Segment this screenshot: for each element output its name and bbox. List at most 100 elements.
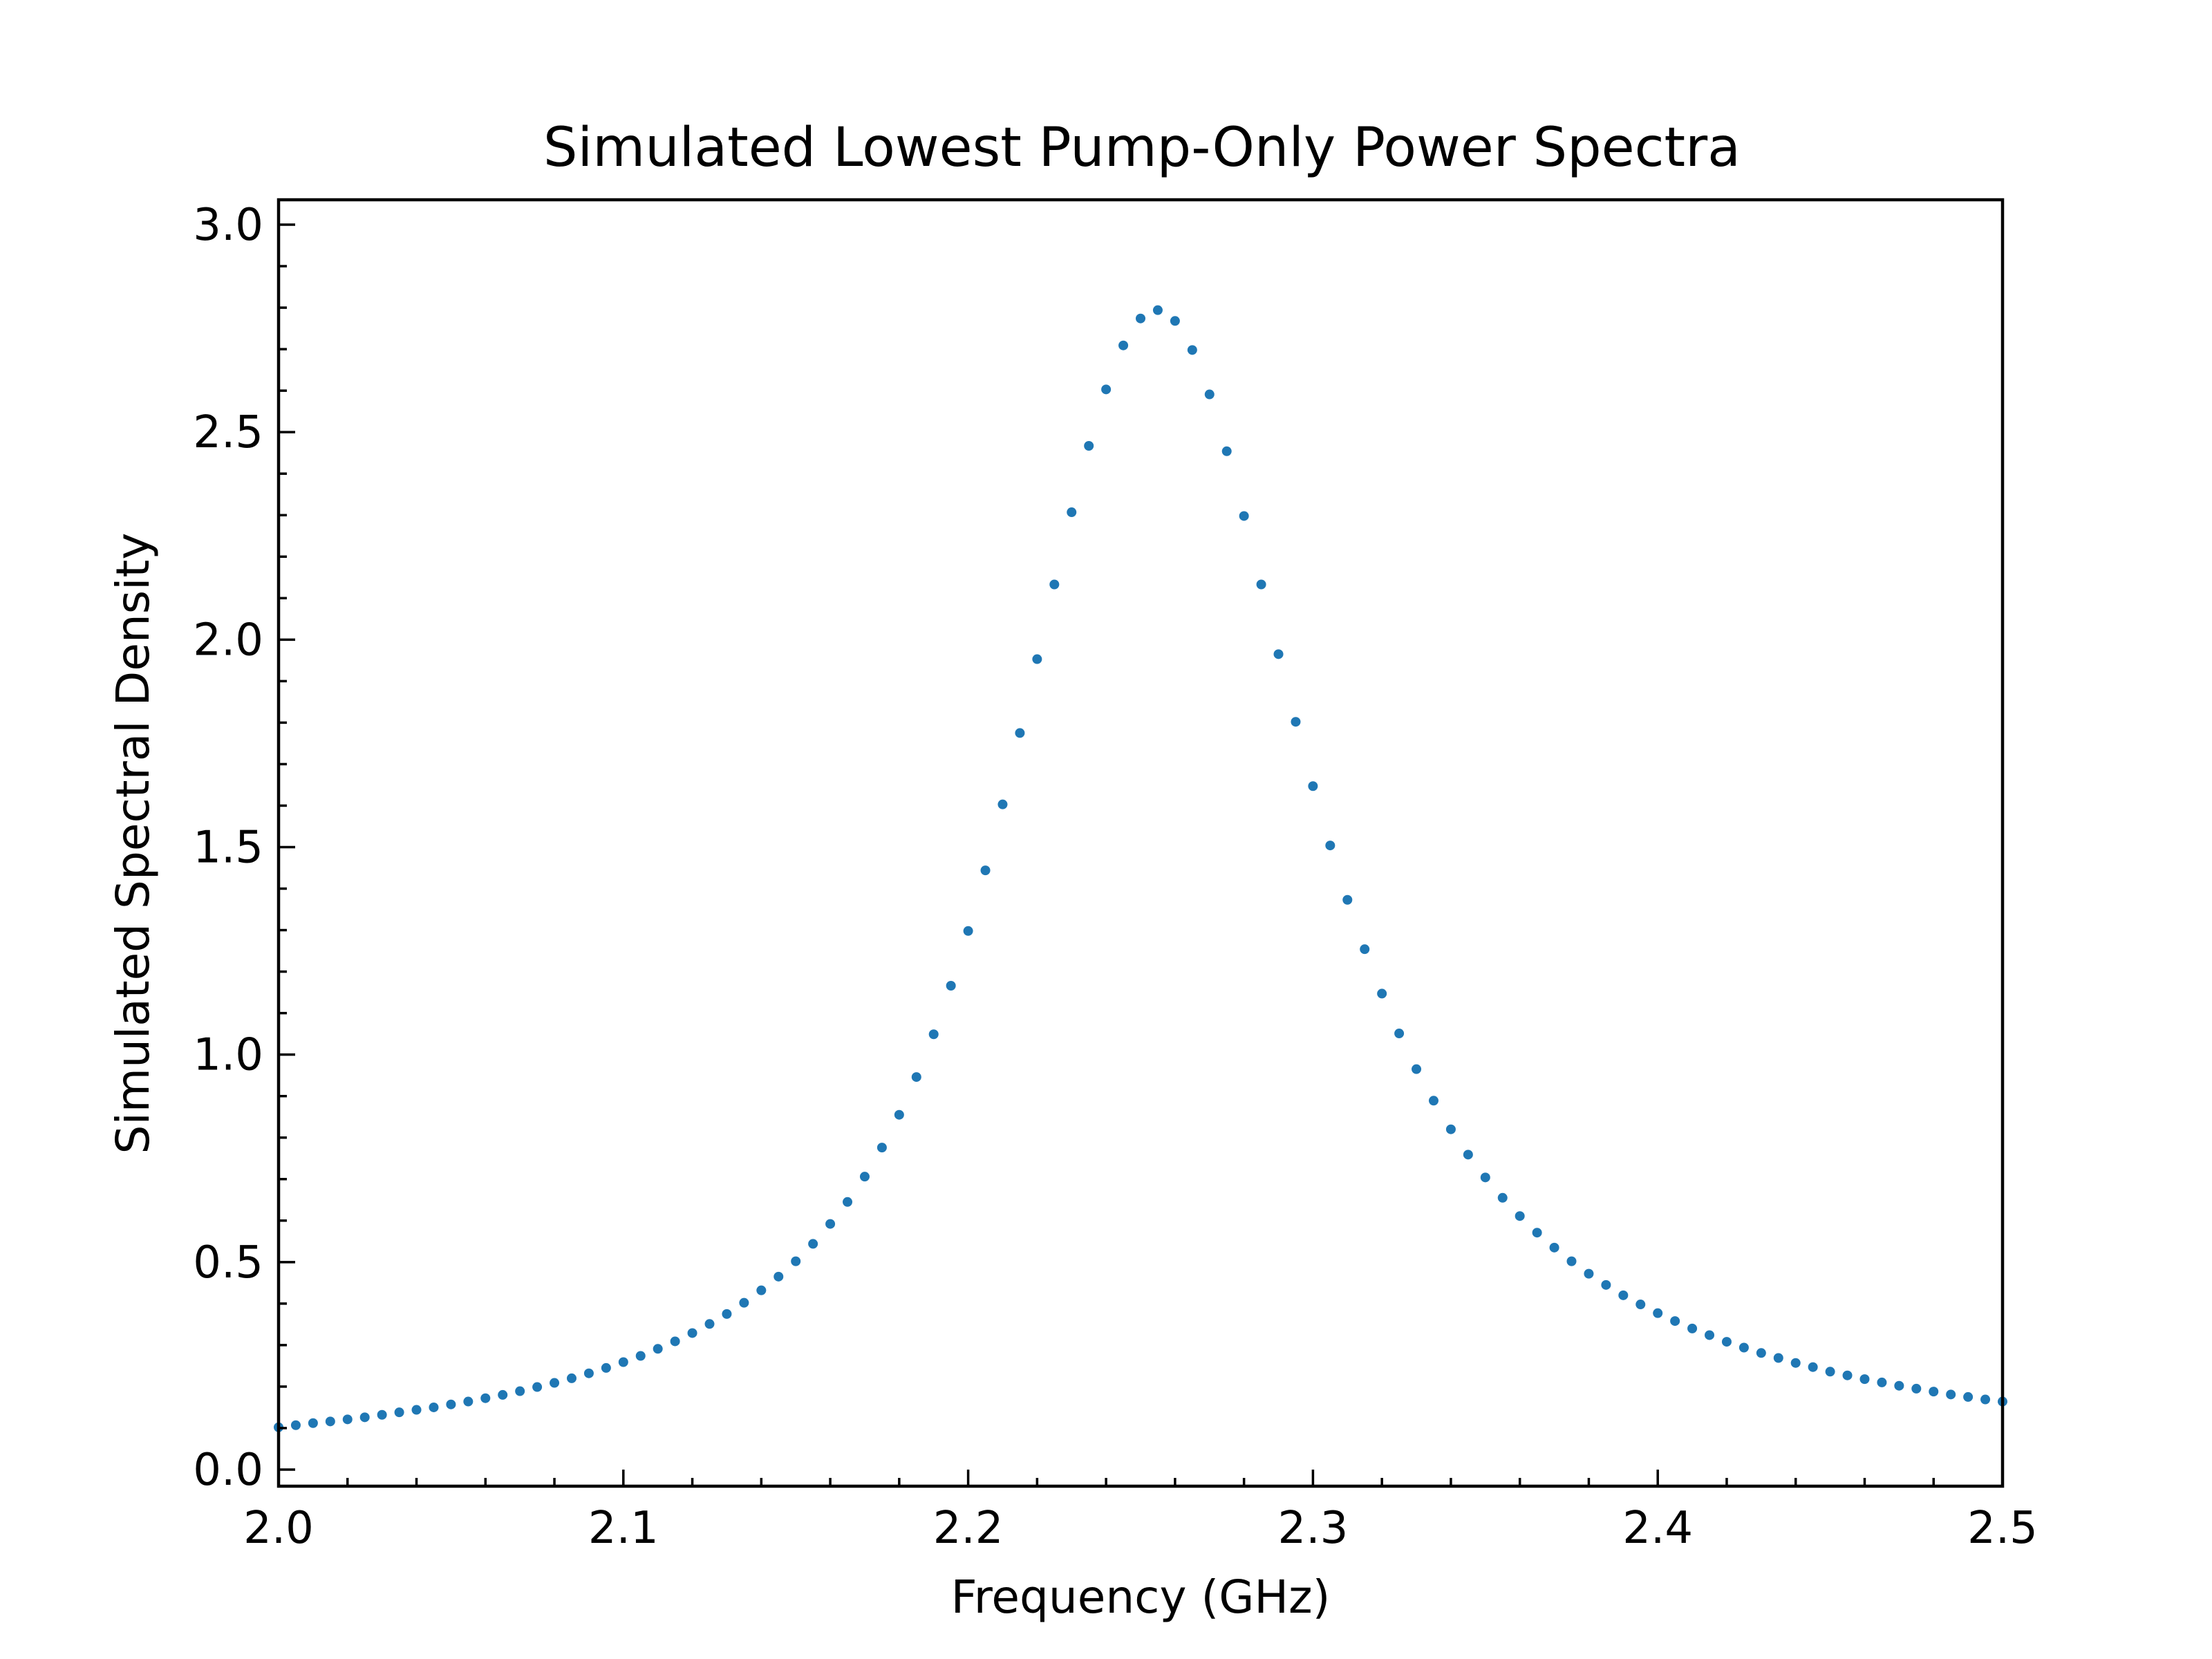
data-point	[946, 981, 956, 991]
data-point	[1773, 1353, 1783, 1363]
data-point	[1032, 654, 1042, 664]
data-point	[411, 1405, 422, 1415]
y-tick-label: 1.0	[193, 1030, 263, 1081]
data-point	[1532, 1228, 1542, 1238]
data-point	[1601, 1280, 1611, 1290]
data-point	[463, 1396, 474, 1407]
data-point	[843, 1197, 853, 1207]
data-point	[1653, 1308, 1663, 1318]
data-point	[1308, 781, 1318, 791]
data-point	[1170, 316, 1180, 326]
data-point	[1118, 340, 1129, 350]
data-point	[601, 1362, 611, 1373]
data-point	[532, 1382, 543, 1392]
data-point	[1394, 1029, 1405, 1039]
data-point	[1428, 1096, 1438, 1106]
data-point	[928, 1029, 939, 1040]
data-point	[1015, 728, 1025, 738]
data-point	[704, 1319, 715, 1329]
data-point	[515, 1386, 525, 1396]
x-tick-label: 2.0	[243, 1503, 314, 1554]
data-point	[480, 1393, 491, 1403]
data-point	[911, 1072, 921, 1082]
data-points	[274, 305, 2007, 1432]
data-point	[1721, 1337, 1732, 1347]
x-tick-label: 2.1	[588, 1503, 659, 1554]
y-axis-label: Simulated Spectral Density	[106, 533, 160, 1154]
data-point	[808, 1239, 818, 1249]
data-point	[1291, 717, 1301, 727]
data-point	[1980, 1394, 1991, 1405]
data-point	[1584, 1268, 1594, 1279]
data-point	[774, 1271, 784, 1282]
data-point	[1325, 841, 1335, 851]
data-point	[756, 1285, 767, 1295]
data-point	[739, 1297, 749, 1308]
data-point	[1618, 1290, 1629, 1300]
data-point	[1515, 1211, 1525, 1221]
x-tick-label: 2.3	[1278, 1503, 1349, 1554]
data-point	[1877, 1377, 1887, 1387]
data-point	[394, 1407, 404, 1418]
data-point	[1859, 1374, 1870, 1385]
data-point	[687, 1328, 697, 1338]
y-tick-label: 2.5	[193, 407, 263, 458]
y-tick-label: 0.0	[193, 1445, 263, 1496]
data-point	[877, 1143, 887, 1153]
data-point	[1705, 1330, 1715, 1340]
y-tick-label: 3.0	[193, 200, 263, 251]
data-point	[1825, 1367, 1835, 1377]
data-point	[618, 1357, 628, 1367]
data-point	[670, 1336, 680, 1347]
data-point	[1842, 1370, 1853, 1380]
data-point	[722, 1309, 732, 1319]
data-point	[1445, 1124, 1456, 1134]
data-point	[1463, 1150, 1473, 1160]
x-tick-label: 2.4	[1622, 1503, 1693, 1554]
data-point	[980, 865, 991, 876]
data-point	[1084, 440, 1094, 451]
data-point	[791, 1256, 801, 1266]
data-point	[1566, 1256, 1577, 1266]
data-point	[342, 1414, 353, 1425]
data-point	[1239, 511, 1249, 521]
data-point	[825, 1219, 836, 1229]
data-point	[1687, 1323, 1698, 1333]
x-axis-label: Frequency (GHz)	[951, 1571, 1331, 1624]
data-point	[1412, 1064, 1422, 1074]
data-point	[1360, 944, 1370, 955]
data-point	[498, 1389, 508, 1400]
y-tick-label: 0.5	[193, 1237, 263, 1288]
data-point	[1738, 1342, 1749, 1353]
data-point	[1204, 389, 1215, 400]
chart-title: Simulated Lowest Pump-Only Power Spectra	[543, 117, 1741, 179]
data-point	[1670, 1316, 1680, 1327]
data-point	[1342, 894, 1353, 905]
data-point	[377, 1409, 387, 1420]
data-point	[1946, 1389, 1956, 1400]
y-axis: 0.0 0.5 1.0 1.5 2.0 2.5 3.0	[193, 200, 295, 1496]
data-point	[635, 1351, 646, 1361]
data-point	[1480, 1172, 1490, 1183]
data-point	[894, 1109, 904, 1120]
data-point	[308, 1418, 318, 1428]
data-point	[359, 1412, 370, 1423]
data-point	[446, 1399, 456, 1409]
x-tick-label: 2.5	[1967, 1503, 2038, 1554]
data-point	[1963, 1391, 1974, 1402]
data-point	[653, 1344, 663, 1354]
plot-frame	[276, 198, 2005, 1488]
data-point	[550, 1378, 560, 1388]
x-tick-label: 2.2	[933, 1503, 1004, 1554]
y-tick-label: 2.0	[193, 615, 263, 666]
data-point	[1256, 579, 1266, 590]
data-point	[1273, 649, 1284, 659]
data-point	[1911, 1383, 1922, 1394]
data-point	[429, 1402, 439, 1412]
data-point	[1377, 988, 1387, 999]
data-point	[963, 926, 973, 936]
y-tick-label: 1.5	[193, 823, 263, 874]
data-point	[1152, 305, 1163, 315]
data-point	[1756, 1348, 1766, 1358]
